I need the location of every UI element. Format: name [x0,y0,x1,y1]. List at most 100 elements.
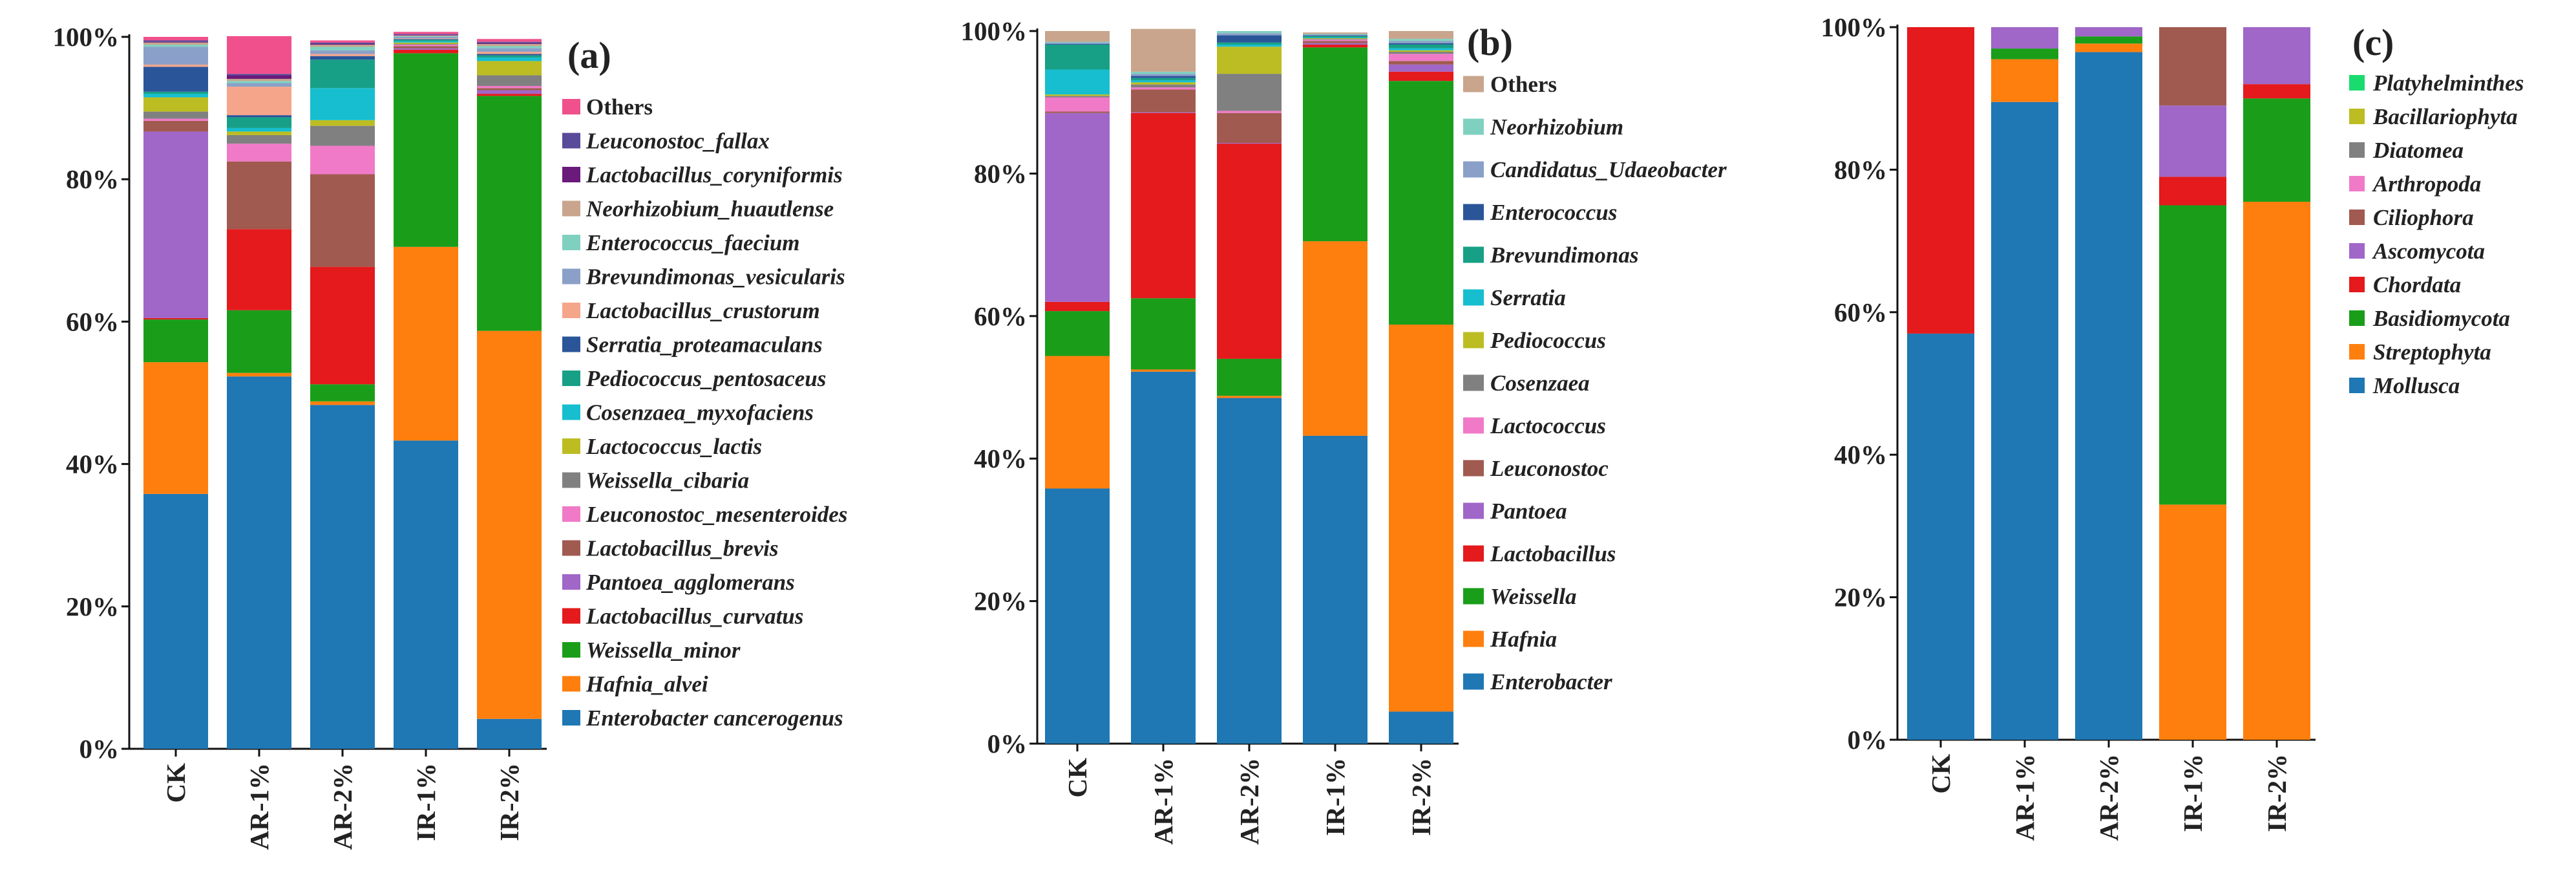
bar-segment-cosenzaea-myxofaciens [477,58,542,61]
bar-segment-lactobacillus-brevis [394,46,458,48]
legend-label-cosenzaea-myxofaciens: Cosenzaea_myxofaciens [586,400,814,425]
legend-swatch-neorhizobium [1463,119,1484,135]
bar-segment-enterobacter [1217,398,1282,744]
y-tick-label: 60% [974,301,1027,331]
legend-label-streptophyta: Streptophyta [2373,339,2491,365]
bar-segment-others [394,32,458,34]
legend-label-pediococcus: Pediococcus [1490,328,1606,353]
legend-swatch-leuconostoc-fallax [562,133,580,149]
bar-segment-pantoea [1045,113,1110,302]
bar-segment-serratia [1045,70,1110,95]
bar-segment-serratia [1131,80,1196,82]
legend-swatch-platyhelminthes [2349,75,2365,91]
bar-segment-pediococcus-pentosaceus [310,59,375,88]
legend-label-diatomea: Diatomea [2372,138,2464,163]
bar-segment-basidiomycota [2075,36,2142,43]
bar-segment-leuconostoc [1217,113,1282,143]
legend-swatch-serratia [1463,290,1484,306]
x-tick-label: AR-1% [2010,754,2040,841]
bar-segment-others [1045,31,1110,42]
bar-segment-lactobacillus-coryniformis [310,44,375,45]
bar-segment-lactobacillus-curvatus [310,267,375,385]
legend-swatch-lactobacillus-crustorum [562,303,580,318]
bar-segment-hafnia [1131,369,1196,371]
bar-segment-leuconostoc-mesenteroides [143,119,208,121]
bar-segment-brevundimonas-vesicularis [477,48,542,52]
panel-label: (a) [567,34,611,76]
legend-swatch-pediococcus [1463,332,1484,349]
legend-label-leuconostoc-fallax: Leuconostoc_fallax [586,129,770,154]
legend-swatch-cosenzaea [1463,375,1484,391]
legend-label-enterobacter-cancerogenus: Enterobacter cancerogenus [586,705,843,731]
legend-swatch-lactobacillus-brevis [562,541,580,556]
legend-swatch-enterococcus-faecium [562,235,580,250]
bar-segment-leuconostoc [1389,61,1453,65]
legend-label-ciliophora: Ciliophora [2373,205,2474,230]
bar-segment-cosenzaea-myxofaciens [394,41,458,43]
bar-segment-others [477,39,542,41]
bar-segment-candidatus-udaeobacter [1303,35,1367,36]
legend-label-lactobacillus-crustorum: Lactobacillus_crustorum [586,298,820,323]
bar-segment-enterococcus-faecium [394,36,458,37]
legend-swatch-basidiomycota [2349,310,2365,326]
bar-segment-weissella-cibaria [227,135,291,144]
legend-label-candidatus-udaeobacter: Candidatus_Udaeobacter [1490,157,1727,182]
bar-segment-pediococcus-pentosaceus [477,56,542,58]
bar-segment-lactococcus-lactis [143,98,208,112]
bar-segment-neorhizobium [1389,39,1453,41]
bar-segment-lactobacillus-coryniformis [227,75,291,79]
bar-segment-serratia-proteamaculans [143,67,208,92]
legend-label-lactobacillus-coryniformis: Lactobacillus_coryniformis [586,162,843,188]
bar-segment-leuconostoc-fallax [477,42,542,43]
bar-segment-enterococcus [1131,76,1196,78]
legend-swatch-brevundimonas [1463,247,1484,263]
bar-segment-cosenzaea [1389,52,1453,54]
bar-segment-cosenzaea-myxofaciens [143,94,208,98]
x-tick-label: AR-2% [1234,758,1264,844]
legend-swatch-chordata [2349,277,2365,292]
panel-label: (b) [1467,21,1513,63]
bar-segment-pediococcus [1217,47,1282,74]
bar-segment-candidatus-udaeobacter [1389,41,1453,43]
legend-swatch-lactobacillus-curvatus [562,608,580,624]
chart-panel-b: 0% 20% 40% 60% 80% 100% CK AR-1% AR-2% IR-1% IR-2%… [961,16,1727,844]
legend-label-platyhelminthes: Platyhelminthes [2372,70,2524,96]
bar-segment-lactobacillus-crustorum [310,54,375,56]
bar-segment-serratia-proteamaculans [227,115,291,117]
bar-segment-neorhizobium [1045,42,1110,43]
bar-segment-hafnia [1303,241,1367,436]
bar-segment-pantoea-agglomerans [394,48,458,50]
legend-swatch-ciliophora [2349,210,2365,225]
bar-segment-pantoea [1217,143,1282,144]
bar-segment-pediococcus [1389,50,1453,52]
x-tick-label: AR-1% [244,763,274,850]
bar-segment-pediococcus [1045,94,1110,96]
bar-segment-enterococcus [1045,44,1110,45]
legend-swatch-pantoea-agglomerans [562,574,580,590]
bar-segment-weissella [1131,298,1196,369]
bar-segment-weissella [1303,47,1367,241]
legend-swatch-others [562,99,580,114]
legend-label-lactobacillus-brevis: Lactobacillus_brevis [586,536,778,561]
bar-segment-leuconostoc [1131,89,1196,112]
bar-segment-lactococcus-lactis [394,43,458,44]
bar-segment-lactococcus-lactis [310,120,375,126]
legend-label-weissella-minor: Weissella_minor [586,638,741,663]
bar-segment-brevundimonas [1131,78,1196,80]
legend-label-neorhizobium-huautlense: Neorhizobium_huautlense [586,197,834,222]
x-tick-label: IR-1% [2178,754,2208,832]
bar-segment-brevundimonas-vesicularis [310,50,375,54]
bar-segment-basidiomycota [1991,48,2058,59]
x-tick-label: CK [161,763,191,803]
bar-segment-weissella-minor [227,310,291,373]
bar-segment-weissella-cibaria [143,112,208,119]
y-tick-label: 40% [66,449,119,479]
y-tick-label: 60% [1834,297,1887,327]
bar-segment-lactobacillus-coryniformis [477,43,542,44]
bar-segment-lactobacillus-curvatus [143,318,208,319]
legend-swatch-weissella-cibaria [562,473,580,488]
y-tick-label: 20% [974,586,1027,616]
bar-segment-basidiomycota [2243,98,2310,202]
bar-segment-lactobacillus-crustorum [477,52,542,54]
bar-segment-pediococcus-pentosaceus [227,117,291,128]
